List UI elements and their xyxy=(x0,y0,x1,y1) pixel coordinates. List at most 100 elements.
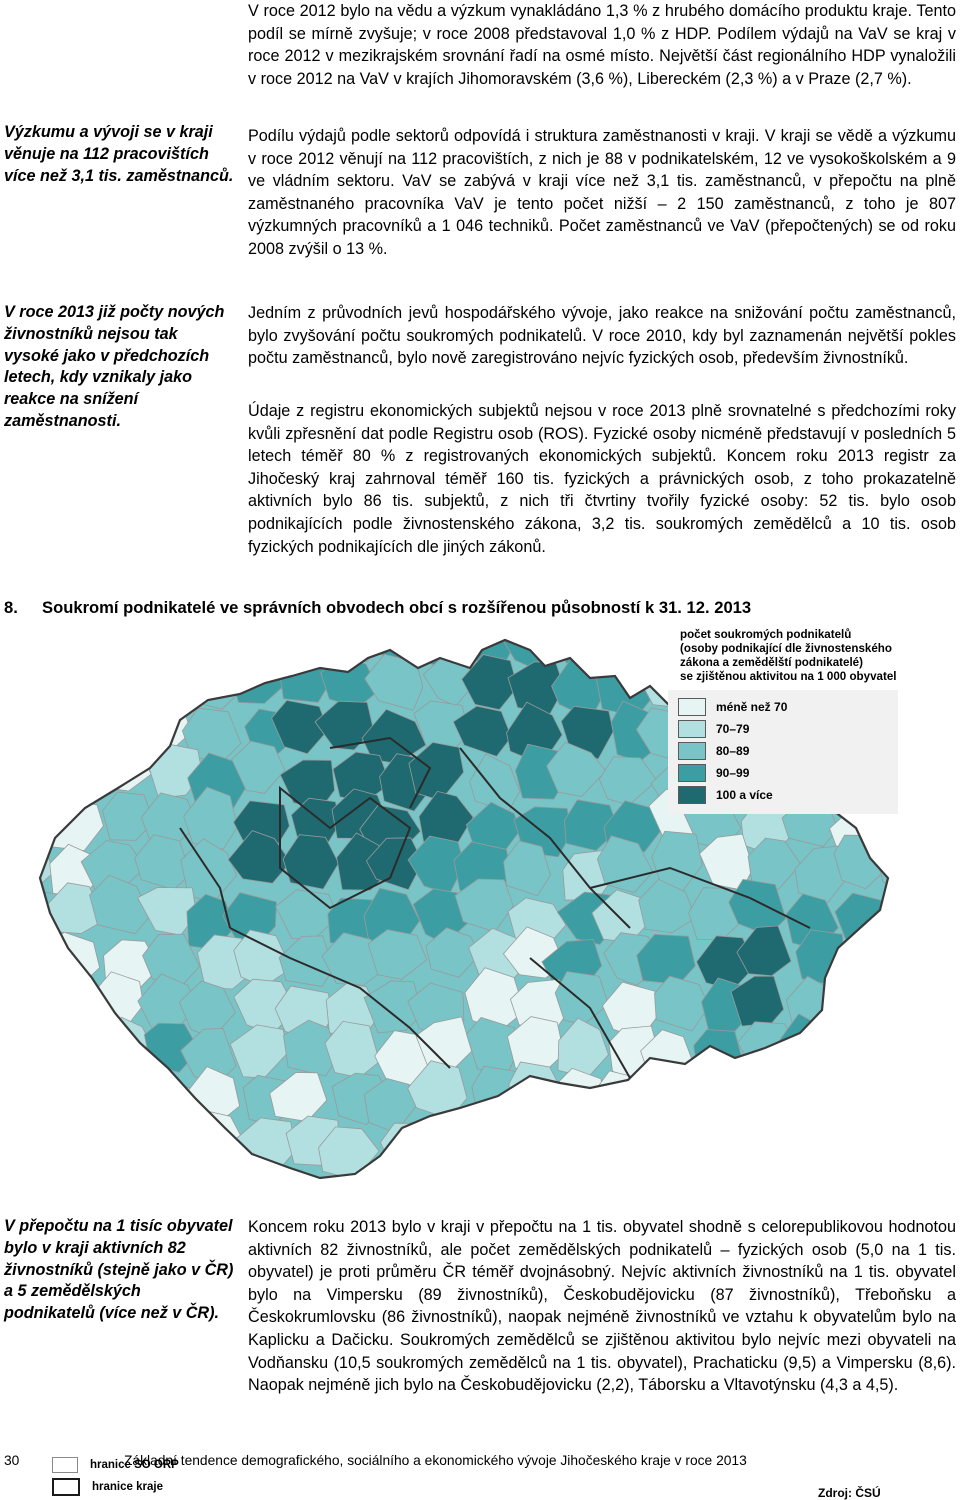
legend-swatch xyxy=(678,764,706,782)
orp-district xyxy=(835,1109,888,1162)
kraj-boundary-north xyxy=(329,736,432,809)
legend-title: počet soukromých podnikatelů (osoby podn… xyxy=(668,628,930,684)
orp-district xyxy=(638,878,696,934)
paragraph-4: Údaje z registru ekonomických subjektů n… xyxy=(248,402,956,556)
orp-district xyxy=(40,657,56,710)
orp-district xyxy=(654,975,710,1032)
orp-district xyxy=(418,1113,478,1171)
orp-district xyxy=(877,834,888,887)
figure-number: 8. xyxy=(4,598,18,617)
orp-district xyxy=(500,1113,559,1164)
orp-district xyxy=(727,1069,791,1125)
orp-district xyxy=(89,874,151,935)
main-paragraph-vav-spending: V roce 2012 bylo na vědu a výzkum vynakl… xyxy=(248,0,956,90)
main-paragraph-per-capita: Koncem roku 2013 bylo v kraji v přepočtu… xyxy=(248,1216,956,1397)
legend-swatch xyxy=(678,720,706,738)
orp-district xyxy=(736,925,792,977)
boundary-orp-row: hranice SO ORP xyxy=(52,1454,179,1476)
orp-district xyxy=(48,1119,99,1175)
orp-district xyxy=(546,741,607,797)
orp-district xyxy=(271,699,329,755)
figure-title-text: Soukromí podnikatelé ve správních obvode… xyxy=(42,598,752,617)
orp-district xyxy=(40,1115,57,1169)
orp-district xyxy=(365,837,424,891)
figure-title: 8. Soukromí podnikatelé ve správních obvo… xyxy=(4,598,954,618)
orp-district xyxy=(825,1017,882,1070)
orp-district xyxy=(693,1029,743,1083)
legend-item: méně než 70 xyxy=(678,696,898,718)
orp-district xyxy=(231,740,286,794)
orp-district xyxy=(40,986,62,1044)
legend-item: 80–89 xyxy=(678,740,898,762)
legend-item: 70–79 xyxy=(678,718,898,740)
orp-district xyxy=(365,640,418,659)
kraj-boundary-south xyxy=(229,927,451,1069)
orp-district xyxy=(832,937,888,994)
orp-district xyxy=(701,1113,752,1159)
main-paragraph-register: Údaje z registru ekonomických subjektů n… xyxy=(248,400,956,558)
orp-district xyxy=(314,700,374,751)
orp-district xyxy=(866,980,888,1031)
orp-district xyxy=(278,935,334,987)
legend-label: méně než 70 xyxy=(716,700,788,714)
orp-district xyxy=(589,1115,654,1175)
orp-district xyxy=(40,698,51,756)
orp-district xyxy=(367,929,428,980)
legend-title-line: počet soukromých podnikatelů xyxy=(680,628,852,641)
sidebar-note-research: Výzkumu a vývoji se v kraji věnuje na 11… xyxy=(4,123,234,185)
orp-district xyxy=(452,705,512,757)
legend-items: méně než 70 70–79 80–89 90–99 100 a více xyxy=(668,690,898,814)
orp-district xyxy=(874,1019,888,1074)
orp-district xyxy=(140,1112,197,1165)
orp-district xyxy=(40,640,59,668)
orp-district xyxy=(52,1073,114,1127)
choropleth-map: počet soukromých podnikatelů (osoby podn… xyxy=(30,628,930,1500)
orp-district xyxy=(827,977,883,1031)
orp-district xyxy=(881,884,888,933)
sidebar-note-tradesmen: V roce 2013 již počty nových živnostníků… xyxy=(4,303,225,430)
orp-district xyxy=(646,1061,696,1118)
paragraph-2: Podílu výdajů podle sektorů odpovídá i s… xyxy=(248,127,956,258)
map-legend: počet soukromých podnikatelů (osoby podn… xyxy=(668,628,930,814)
orp-district xyxy=(747,837,802,890)
main-paragraph-employment: Podílu výdajů podle sektorů odpovídá i s… xyxy=(248,125,956,261)
legend-swatch xyxy=(678,698,706,716)
orp-district xyxy=(696,1066,751,1125)
orp-district xyxy=(40,942,69,991)
legend-label: 100 a více xyxy=(716,788,773,802)
orp-district xyxy=(596,835,654,894)
legend-label: 90–99 xyxy=(716,766,750,780)
orp-district xyxy=(547,1108,600,1160)
boundary-orp-swatch xyxy=(52,1457,78,1473)
orp-district xyxy=(594,1070,650,1127)
orp-district xyxy=(363,980,423,1034)
orp-district xyxy=(452,1114,513,1173)
orp-district xyxy=(40,1063,62,1120)
orp-district xyxy=(321,932,381,986)
footer-text: Základní tendence demografického, sociál… xyxy=(124,1453,747,1468)
orp-district xyxy=(40,749,95,805)
kraj-boundaries xyxy=(179,736,811,1079)
page-footer: 30 Základní tendence demografického, soci… xyxy=(4,1453,954,1468)
orp-district xyxy=(873,1121,888,1178)
legend-title-line: zákona a zemědělští podnikatelé) xyxy=(680,656,863,669)
legend-swatch xyxy=(678,786,706,804)
legend-label: 70–79 xyxy=(716,722,750,736)
orp-district xyxy=(140,640,197,661)
paragraph-1: V roce 2012 bylo na vědu a výzkum vynakl… xyxy=(248,2,956,88)
legend-item: 100 a více xyxy=(678,784,898,806)
orp-district xyxy=(140,659,196,708)
orp-district xyxy=(233,640,289,660)
orp-district xyxy=(503,840,551,897)
orp-district xyxy=(461,654,519,711)
orp-district xyxy=(96,696,155,752)
orp-district xyxy=(40,755,64,811)
orp-district xyxy=(97,651,157,702)
orp-district xyxy=(425,927,481,978)
orp-district xyxy=(44,980,95,1034)
orp-district xyxy=(101,791,155,841)
orp-district xyxy=(40,1016,54,1074)
legend-swatch xyxy=(678,742,706,760)
orp-district xyxy=(592,640,653,657)
legend-title-line: (osoby podnikající dle živnostenského xyxy=(680,642,892,655)
